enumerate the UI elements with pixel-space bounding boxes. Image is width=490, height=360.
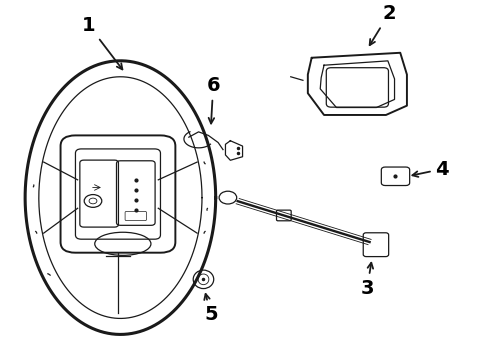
Text: 6: 6 <box>206 76 220 123</box>
Text: 1: 1 <box>82 15 122 69</box>
Text: 2: 2 <box>369 4 396 45</box>
Text: 3: 3 <box>361 263 374 298</box>
Text: 5: 5 <box>204 294 218 324</box>
Text: 4: 4 <box>413 159 449 179</box>
